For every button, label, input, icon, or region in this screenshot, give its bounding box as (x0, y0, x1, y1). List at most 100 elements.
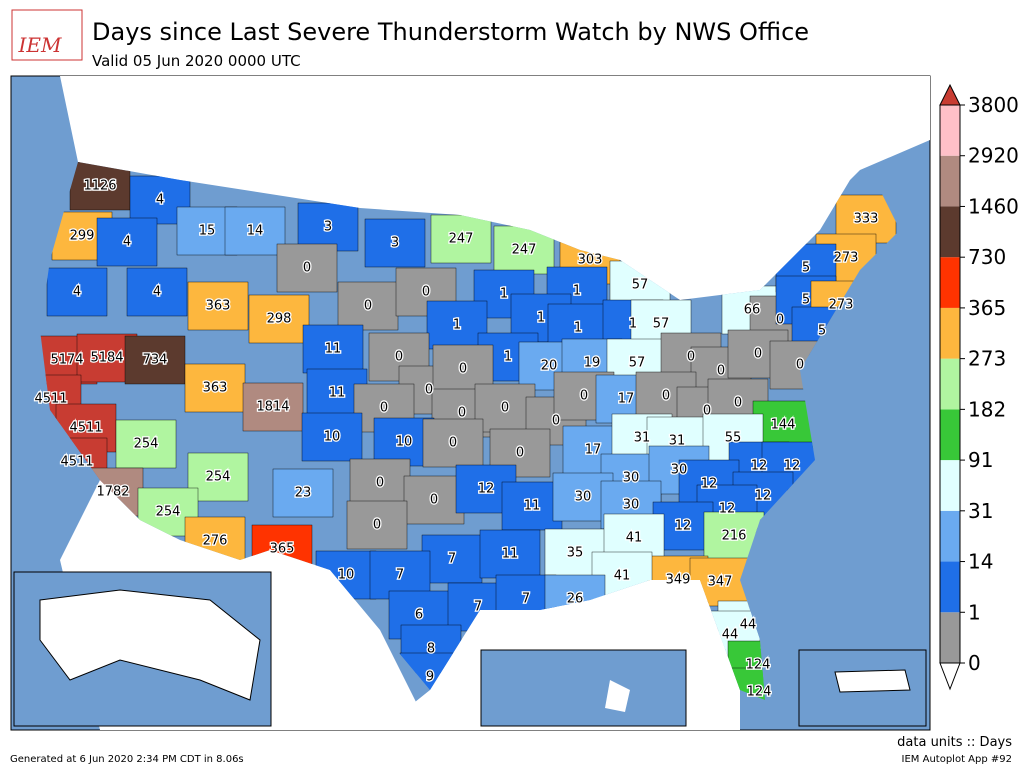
office-label: 7 (396, 568, 404, 583)
colorbar-segment (940, 409, 960, 461)
office-label: 276 (203, 534, 228, 549)
colorbar-label: 273 (968, 347, 1006, 371)
office-label: 144 (771, 418, 796, 433)
office-label: 30 (671, 463, 688, 478)
office-label: 303 (578, 253, 603, 268)
office-label: 1 (500, 287, 508, 302)
office-label: 35 (567, 546, 584, 561)
office-label: 0 (395, 350, 403, 365)
colorbar-frame (939, 104, 961, 664)
office-label: 30 (623, 471, 640, 486)
office-label: 0 (662, 389, 670, 404)
hawaii-inset (480, 649, 687, 727)
office-label: 0 (459, 362, 467, 377)
colorbar-under (939, 662, 961, 691)
office-label: 17 (618, 392, 635, 407)
office-label: 57 (653, 317, 670, 332)
colorbar-segment (940, 460, 960, 511)
office-label: 247 (449, 232, 474, 247)
colorbar-segment (940, 307, 960, 359)
office-label: 0 (796, 358, 804, 373)
colorbar-label: 14 (968, 550, 993, 574)
office-label: 3 (324, 220, 332, 235)
office-label: 5 (802, 293, 810, 308)
office-label: 1126 (83, 179, 116, 194)
office-label: 254 (206, 470, 231, 485)
office-region (474, 383, 536, 433)
office-label: 254 (156, 505, 181, 520)
office-label: 0 (776, 313, 784, 328)
office-region (422, 418, 484, 468)
office-label: 55 (725, 431, 742, 446)
office-label: 1 (537, 311, 545, 326)
logo: IEM (18, 33, 63, 57)
office-label: 734 (143, 353, 168, 368)
office-label: 1 (574, 321, 582, 336)
office-label: 0 (734, 396, 742, 411)
office-label: 347 (708, 575, 733, 590)
office-label: 41 (614, 569, 631, 584)
office-label: 12 (784, 459, 801, 474)
office-label: 0 (516, 446, 524, 461)
office-label: 0 (430, 493, 438, 508)
colorbar-over (939, 83, 961, 106)
alaska (39, 589, 261, 701)
office-label: 4511 (34, 392, 67, 407)
office-label: 124 (746, 658, 771, 673)
colorbar-label: 31 (968, 499, 993, 523)
office-label: 44 (740, 618, 757, 633)
office-label: 349 (666, 573, 691, 588)
office-label: 0 (754, 347, 762, 362)
office-label: 0 (376, 476, 384, 491)
office-label: 12 (755, 489, 772, 504)
office-label: 299 (70, 229, 95, 244)
office-label: 0 (303, 261, 311, 276)
title: Days since Last Severe Thunderstorm Watc… (92, 18, 809, 46)
office-label: 57 (629, 356, 646, 371)
office-label: 12 (478, 482, 495, 497)
office-label: 0 (373, 518, 381, 533)
office-label: 365 (270, 542, 295, 557)
office-region (242, 382, 304, 432)
office-region (187, 281, 249, 331)
office-region (479, 529, 541, 579)
office-label: 4511 (60, 455, 93, 470)
office-label: 363 (203, 381, 228, 396)
colorbar-segment (940, 257, 960, 308)
office-label: 1 (573, 284, 581, 299)
office-label: 1 (504, 350, 512, 365)
office-label: 11 (502, 547, 519, 562)
colorbar-label: 91 (968, 448, 993, 472)
office-label: 12 (719, 502, 736, 517)
office-label: 0 (425, 383, 433, 398)
office-region (430, 214, 492, 264)
regions (40, 162, 897, 700)
office-label: 0 (580, 389, 588, 404)
office-label: 7 (474, 600, 482, 615)
colorbar-label: 3800 (968, 93, 1019, 117)
units: data units :: Days (897, 735, 1012, 750)
office-label: 7 (522, 592, 530, 607)
office-region (248, 294, 310, 344)
office-label: 0 (552, 414, 560, 429)
office-region (124, 335, 186, 385)
office-label: 4 (73, 285, 81, 300)
colorbar-segment (940, 612, 960, 663)
office-label: 57 (632, 278, 649, 293)
office-label: 4 (156, 193, 164, 208)
office-label: 19 (584, 356, 601, 371)
office-region (301, 412, 363, 462)
office-region (346, 500, 408, 550)
puerto-rico (834, 669, 911, 693)
office-label: 0 (449, 436, 457, 451)
office-label: 124 (747, 685, 772, 700)
office-region (69, 162, 131, 211)
office-label: 26 (567, 592, 584, 607)
subtitle: Valid 05 Jun 2020 0000 UTC (92, 52, 301, 70)
office-region (276, 243, 338, 293)
office-label: 254 (134, 437, 159, 452)
generated: Generated at 6 Jun 2020 2:34 PM CDT in 8… (10, 754, 244, 765)
office-label: 298 (267, 312, 292, 327)
office-label: 3 (391, 236, 399, 251)
